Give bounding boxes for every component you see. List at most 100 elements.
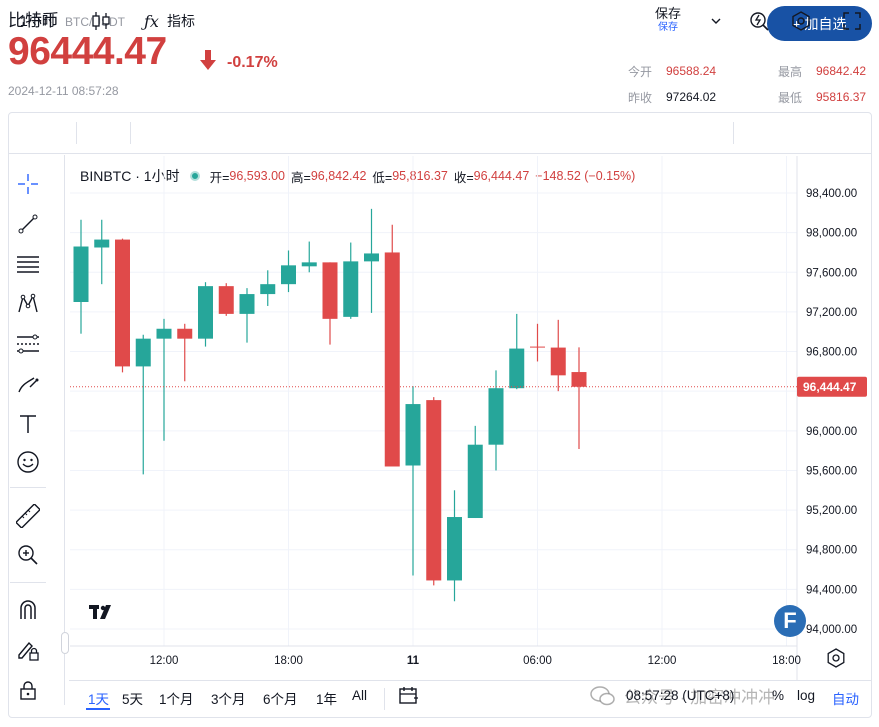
date-range-icon[interactable] xyxy=(398,686,420,706)
last-price-tag xyxy=(797,376,867,397)
low-label: 最低 xyxy=(778,90,803,105)
candle-body xyxy=(384,252,400,467)
candle-body xyxy=(218,286,234,314)
interval-selector[interactable]: 1小时 xyxy=(20,0,56,42)
pattern-icon xyxy=(18,293,38,313)
indicators-label: 指标 xyxy=(166,13,195,29)
y-tick-label: 96,800.00 xyxy=(806,347,857,359)
bottom-divider xyxy=(384,688,385,710)
candle-body xyxy=(94,239,110,248)
y-tick-label: 96,000.00 xyxy=(806,426,857,438)
fib-tool[interactable] xyxy=(14,330,42,358)
toolbar-divider xyxy=(130,122,131,144)
candle-body xyxy=(177,328,193,339)
tool-divider xyxy=(10,487,46,488)
pencil-lock-icon xyxy=(18,641,39,661)
last-price: 96444.47 xyxy=(8,30,167,73)
fullscreen-button[interactable] xyxy=(842,0,862,42)
toolbar-divider xyxy=(76,122,77,144)
active-range-indicator xyxy=(86,708,110,710)
emoji-tool[interactable] xyxy=(14,448,42,476)
drawing-toolbar xyxy=(9,155,65,705)
chart-legend: BINBTC · 1小时 开= 96,593.00 高= 96,842.42 低= 9… xyxy=(80,166,641,186)
range-1y[interactable]: 1年 xyxy=(316,692,338,707)
candle-body xyxy=(571,372,587,387)
down-arrow-icon xyxy=(200,50,216,70)
ruler-icon xyxy=(16,504,40,528)
legend-symbol[interactable]: BINBTC · 1小时 xyxy=(80,168,180,184)
candles-icon xyxy=(92,12,110,30)
range-all[interactable]: All xyxy=(352,688,368,703)
today-open-label: 今开 xyxy=(628,64,653,79)
candle-body xyxy=(405,404,421,466)
candle-body xyxy=(426,400,442,581)
fibonacci-icon xyxy=(17,334,39,354)
x-tick-label: 06:00 xyxy=(523,655,552,667)
prev-close-label: 昨收 xyxy=(628,90,653,105)
quote-timestamp: 2024-12-11 08:57:28 xyxy=(8,84,119,98)
text-icon xyxy=(20,415,36,433)
range-6m[interactable]: 6个月 xyxy=(263,692,298,707)
range-3m[interactable]: 3个月 xyxy=(211,692,246,707)
log-toggle[interactable]: log xyxy=(797,688,816,703)
range-1d[interactable]: 1天 xyxy=(88,692,110,707)
horizontal-lines-tool[interactable] xyxy=(14,250,42,278)
candle-body xyxy=(239,294,255,314)
legend-low-label: 低= xyxy=(372,170,393,185)
y-tick-label: 97,600.00 xyxy=(806,267,857,279)
save-label: 保存 xyxy=(655,6,682,21)
candle-body xyxy=(550,347,566,376)
tradingview-logo[interactable] xyxy=(86,599,118,625)
trend-line-icon xyxy=(18,214,38,234)
crosshair-tool[interactable] xyxy=(14,170,42,198)
brush-tool[interactable] xyxy=(14,370,42,398)
candle-body xyxy=(509,348,525,389)
save-sublabel: 保存 xyxy=(658,22,678,33)
gear-icon[interactable] xyxy=(826,648,846,668)
candle-body xyxy=(198,286,213,339)
lock-draw-tool[interactable] xyxy=(14,636,42,664)
candle-body xyxy=(73,246,89,302)
y-tick-label: 98,400.00 xyxy=(806,188,857,200)
save-button[interactable]: 保存 保存 xyxy=(655,0,681,42)
magnet-tool[interactable] xyxy=(14,596,42,624)
y-tick-label: 94,800.00 xyxy=(806,545,857,557)
range-1m[interactable]: 1个月 xyxy=(159,692,194,707)
candle-body xyxy=(467,444,483,519)
pattern-tool[interactable] xyxy=(14,290,42,318)
candle-type-button[interactable] xyxy=(90,0,112,42)
save-menu-button[interactable] xyxy=(710,0,722,42)
prev-close-value: 97264.02 xyxy=(666,90,717,104)
horizontal-lines-icon xyxy=(17,256,39,273)
stats-left: 今开 96588.24 昨收 97264.02 xyxy=(628,58,716,110)
percent-toggle[interactable]: % xyxy=(772,688,785,703)
timezone-clock[interactable]: 08:57:28 (UTC+8) xyxy=(626,688,735,703)
trend-line-tool[interactable] xyxy=(14,210,42,238)
lock-icon xyxy=(20,681,36,700)
chart-toolbar xyxy=(8,112,872,154)
legend-change-value: −148.52 (−0.15%) xyxy=(535,169,636,183)
sidebar-collapse-handle[interactable] xyxy=(61,632,69,654)
quick-search-button[interactable] xyxy=(748,0,770,42)
watermark: 公众号 · 加密冲冲冲 xyxy=(590,683,775,708)
tv-logo-icon xyxy=(89,605,111,619)
zoom-tool[interactable] xyxy=(14,541,42,569)
indicators-button[interactable]: ƒx 指标 xyxy=(144,0,195,42)
chart-widget xyxy=(8,112,872,718)
settings-button[interactable] xyxy=(790,0,812,42)
text-tool[interactable] xyxy=(14,410,42,438)
measure-tool[interactable] xyxy=(14,502,42,530)
auto-scale-toggle[interactable]: 自动 xyxy=(832,692,859,707)
y-tick-label: 98,000.00 xyxy=(806,228,857,240)
y-tick-label: 94,400.00 xyxy=(806,584,857,596)
legend-close-value: 96,444.47 xyxy=(473,169,530,183)
legend-low-value: 95,816.37 xyxy=(392,169,448,183)
candle-body xyxy=(301,262,317,267)
add-watchlist-button[interactable]: + 加自选 xyxy=(767,6,872,41)
lock-tool[interactable] xyxy=(14,676,42,704)
magnet-icon xyxy=(20,600,36,619)
range-5d[interactable]: 5天 xyxy=(122,692,144,707)
y-tick-label: 94,000.00 xyxy=(806,624,857,636)
x-tick-label: 12:00 xyxy=(648,655,677,667)
